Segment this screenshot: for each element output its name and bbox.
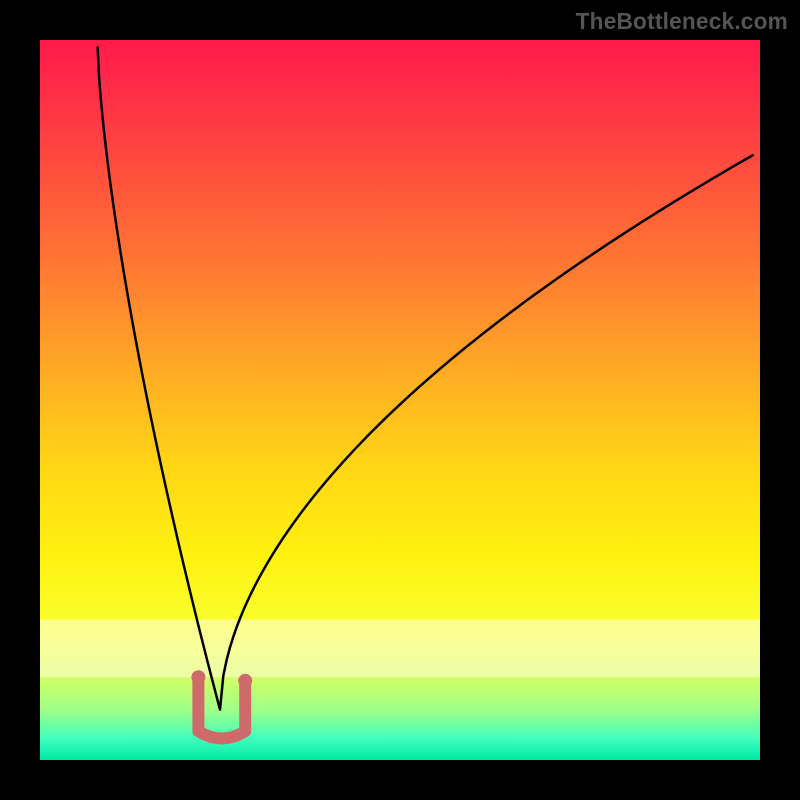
bottleneck-chart xyxy=(40,40,760,760)
pale-horizontal-band xyxy=(40,620,760,678)
watermark-text: TheBottleneck.com xyxy=(576,8,788,35)
chart-container: TheBottleneck.com xyxy=(0,0,800,800)
plot-area xyxy=(40,40,760,760)
